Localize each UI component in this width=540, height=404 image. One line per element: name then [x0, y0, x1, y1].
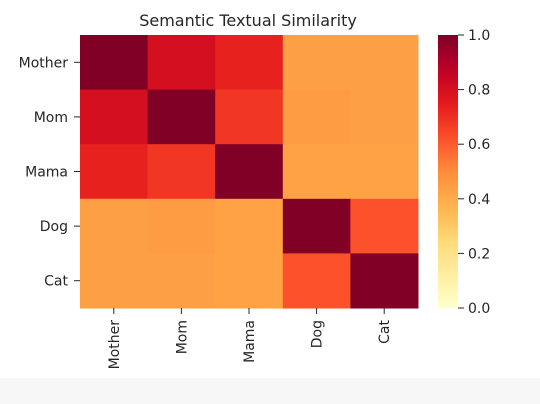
row-labels: Mother Mom Mama Dog Cat: [19, 55, 80, 290]
heatmap-cell-dog-dog: [282, 198, 351, 254]
heatmap-cell-dog-mom: [147, 198, 216, 254]
row-label-mother: Mother: [19, 55, 69, 71]
heatmap-cell-dog-cat: [350, 198, 419, 254]
colorbar-tick-label: 1.0: [468, 28, 490, 44]
row-label-mama: Mama: [25, 165, 68, 181]
heatmap-cell-dog-mother: [80, 198, 149, 254]
heatmap-chart: Semantic Textual Similarity Mother Mom Mam…: [19, 11, 491, 369]
heatmap-cell-cat-cat: [350, 253, 419, 309]
colorbar-ticks: 0.0 0.2 0.4 0.6 0.8 1.0: [458, 28, 490, 317]
heatmap-cell-dog-mama: [215, 198, 284, 254]
column-labels: Mother Mom Mama Dog Cat: [107, 308, 393, 369]
heatmap-cell-mama-mama: [215, 144, 284, 200]
colorbar-tick-label: 0.6: [468, 137, 490, 153]
heatmap-cell-mom-mother: [80, 89, 149, 145]
column-label-dog: Dog: [310, 320, 326, 348]
heatmap-cell-mama-dog: [282, 144, 351, 200]
colorbar: [438, 35, 458, 308]
heatmap-cell-mother-mother: [80, 35, 149, 91]
heatmap-cell-mom-cat: [350, 89, 419, 145]
heatmap-cell-cat-mother: [80, 253, 149, 309]
heatmap-cell-mama-mother: [80, 144, 149, 200]
column-label-mom: Mom: [174, 320, 190, 354]
row-label-mom: Mom: [34, 110, 68, 126]
row-label-dog: Dog: [40, 219, 68, 235]
heatmap-cell-mom-mom: [147, 89, 216, 145]
heatmap-cell-mother-mama: [215, 35, 284, 91]
heatmap-cell-mother-mom: [147, 35, 216, 91]
heatmap-cell-mom-dog: [282, 89, 351, 145]
colorbar-tick-label: 0.2: [468, 246, 490, 262]
column-label-mama: Mama: [242, 320, 258, 363]
colorbar-tick-label: 0.4: [468, 192, 490, 208]
heatmap-cell-mother-dog: [282, 35, 351, 91]
bottom-strip: [0, 378, 540, 404]
row-label-cat: Cat: [44, 274, 68, 290]
column-label-cat: Cat: [377, 319, 393, 343]
heatmap-cell-mother-cat: [350, 35, 419, 91]
chart-title: Semantic Textual Similarity: [139, 11, 357, 30]
colorbar-tick-label: 0.0: [468, 301, 490, 317]
column-label-mother: Mother: [107, 320, 123, 370]
heatmap-cells: [80, 35, 419, 309]
heatmap-cell-cat-mom: [147, 253, 216, 309]
heatmap-cell-mama-mom: [147, 144, 216, 200]
heatmap-cell-cat-mama: [215, 253, 284, 309]
heatmap-cell-cat-dog: [282, 253, 351, 309]
heatmap-cell-mom-mama: [215, 89, 284, 145]
heatmap-cell-mama-cat: [350, 144, 419, 200]
colorbar-tick-label: 0.8: [468, 83, 490, 99]
